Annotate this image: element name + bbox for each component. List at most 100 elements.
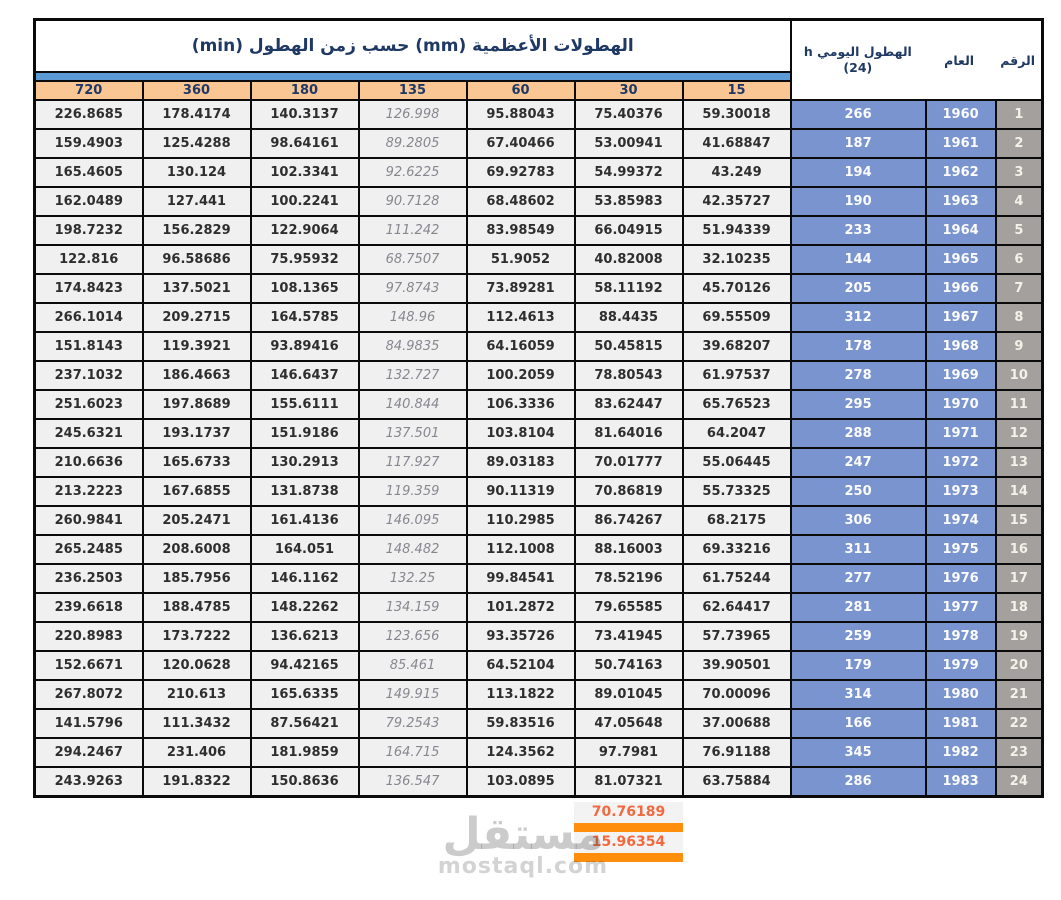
cell-row-number: 14	[994, 476, 1044, 507]
cell-180: 87.56421	[249, 708, 360, 739]
cell-15: 37.00688	[681, 708, 792, 739]
summary-underline-1	[574, 823, 683, 832]
cell-180: 122.9064	[249, 215, 360, 246]
table-row: 226.8685 178.4174 140.3137 126.998 95.88…	[33, 99, 1044, 130]
cell-135: 119.359	[357, 476, 468, 507]
cell-720: 198.7232	[33, 215, 144, 246]
cell-30: 54.99372	[573, 157, 684, 188]
cell-720: 162.0489	[33, 186, 144, 217]
cell-daily-total: 179	[789, 650, 927, 681]
cell-15: 61.97537	[681, 360, 792, 391]
right-header-labels: الرقم العام الهطول اليومي h (24)	[793, 44, 1041, 76]
cell-60: 83.98549	[465, 215, 576, 246]
cell-360: 156.2829	[141, 215, 252, 246]
cell-daily-total: 266	[789, 99, 927, 130]
cell-row-number: 3	[994, 157, 1044, 188]
cell-30: 89.01045	[573, 679, 684, 710]
cell-15: 69.55509	[681, 302, 792, 333]
cell-daily-total: 259	[789, 621, 927, 652]
summary-underline-2	[574, 853, 683, 862]
table-row: 220.8983 173.7222 136.6213 123.656 93.35…	[33, 621, 1044, 652]
duration-header-360: 360	[141, 80, 252, 101]
cell-year: 1974	[924, 505, 997, 536]
cell-15: 39.68207	[681, 331, 792, 362]
cell-daily-total: 312	[789, 302, 927, 333]
cell-60: 95.88043	[465, 99, 576, 130]
cell-60: 90.11319	[465, 476, 576, 507]
table-row: 159.4903 125.4288 98.64161 89.2805 67.40…	[33, 128, 1044, 159]
cell-360: 185.7956	[141, 563, 252, 594]
cell-daily-total: 144	[789, 244, 927, 275]
cell-60: 99.84541	[465, 563, 576, 594]
cell-360: 191.8322	[141, 766, 252, 798]
duration-header-60: 60	[465, 80, 576, 101]
cell-135: 132.727	[357, 360, 468, 391]
table-title: الهطولات الأعظمية (mm) حسب زمن الهطول (m…	[33, 18, 792, 73]
cell-row-number: 1	[994, 99, 1044, 130]
cell-15: 63.75884	[681, 766, 792, 798]
cell-15: 41.68847	[681, 128, 792, 159]
cell-row-number: 7	[994, 273, 1044, 304]
table-row: 141.5796 111.3432 87.56421 79.2543 59.83…	[33, 708, 1044, 739]
cell-720: 159.4903	[33, 128, 144, 159]
cell-180: 140.3137	[249, 99, 360, 130]
cell-year: 1965	[924, 244, 997, 275]
cell-year: 1960	[924, 99, 997, 130]
cell-30: 40.82008	[573, 244, 684, 275]
cell-180: 93.89416	[249, 331, 360, 362]
cell-180: 150.8636	[249, 766, 360, 798]
accent-bar-row	[33, 71, 1043, 82]
cell-360: 197.8689	[141, 389, 252, 420]
cell-year: 1977	[924, 592, 997, 623]
cell-15: 70.00096	[681, 679, 792, 710]
cell-year: 1978	[924, 621, 997, 652]
cell-135: 123.656	[357, 621, 468, 652]
cell-60: 69.92783	[465, 157, 576, 188]
cell-720: 151.8143	[33, 331, 144, 362]
cell-60: 124.3562	[465, 737, 576, 768]
cell-30: 53.00941	[573, 128, 684, 159]
table-row: 239.6618 188.4785 148.2262 134.159 101.2…	[33, 592, 1044, 623]
cell-15: 42.35727	[681, 186, 792, 217]
cell-year: 1961	[924, 128, 997, 159]
cell-360: 210.613	[141, 679, 252, 710]
cell-year: 1968	[924, 331, 997, 362]
cell-year: 1979	[924, 650, 997, 681]
daily-total-column-header: الهطول اليومي h (24)	[793, 44, 925, 76]
cell-row-number: 17	[994, 563, 1044, 594]
cell-135: 90.7128	[357, 186, 468, 217]
cell-15: 43.249	[681, 157, 792, 188]
cell-180: 146.6437	[249, 360, 360, 391]
table-row: 243.9263 191.8322 150.8636 136.547 103.0…	[33, 766, 1044, 798]
cell-180: 181.9859	[249, 737, 360, 768]
daily-total-header-line2: (24)	[843, 60, 873, 75]
cell-year: 1983	[924, 766, 997, 798]
cell-180: 75.95932	[249, 244, 360, 275]
cell-360: 137.5021	[141, 273, 252, 304]
cell-135: 111.242	[357, 215, 468, 246]
cell-row-number: 4	[994, 186, 1044, 217]
cell-360: 165.6733	[141, 447, 252, 478]
cell-30: 70.01777	[573, 447, 684, 478]
cell-180: 165.6335	[249, 679, 360, 710]
summary-cell: 70.76189	[574, 802, 683, 832]
cell-30: 88.4435	[573, 302, 684, 333]
cell-daily-total: 250	[789, 476, 927, 507]
cell-360: 208.6008	[141, 534, 252, 565]
cell-30: 58.11192	[573, 273, 684, 304]
cell-15: 64.2047	[681, 418, 792, 449]
duration-header-180: 180	[249, 80, 360, 101]
cell-row-number: 22	[994, 708, 1044, 739]
cell-180: 108.1365	[249, 273, 360, 304]
cell-daily-total: 247	[789, 447, 927, 478]
cell-720: 267.8072	[33, 679, 144, 710]
cell-60: 89.03183	[465, 447, 576, 478]
cell-15: 65.76523	[681, 389, 792, 420]
cell-daily-total: 166	[789, 708, 927, 739]
cell-60: 103.0895	[465, 766, 576, 798]
cell-360: 111.3432	[141, 708, 252, 739]
cell-daily-total: 277	[789, 563, 927, 594]
cell-135: 132.25	[357, 563, 468, 594]
cell-180: 148.2262	[249, 592, 360, 623]
